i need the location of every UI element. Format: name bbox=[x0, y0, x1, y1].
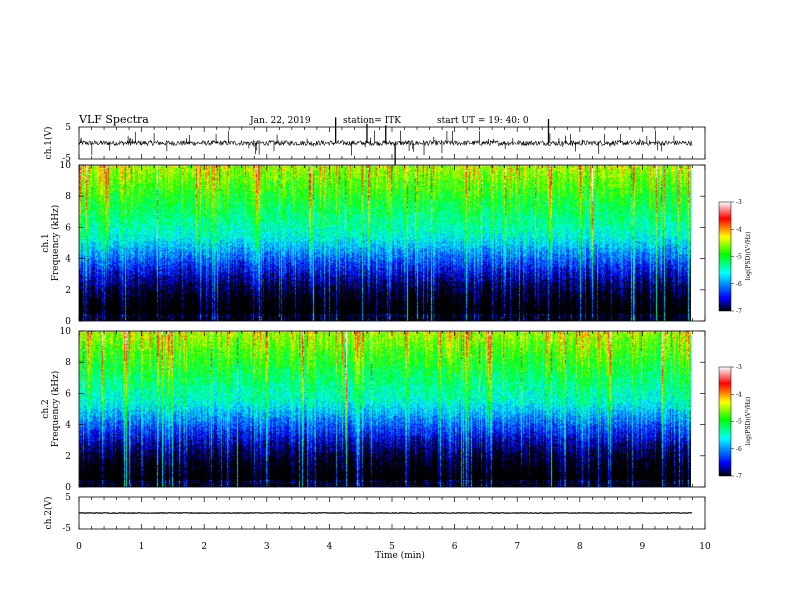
frequency-tick-label: 10 bbox=[60, 161, 72, 171]
colorbar-tick-label: -4 bbox=[736, 391, 742, 398]
start-time-label: start UT = 19: 40: 0 bbox=[437, 116, 529, 126]
ch1-waveform-spikes bbox=[80, 117, 675, 172]
ch1-waveform-ylabel: ch.1(V) bbox=[43, 127, 54, 160]
x-tick-label: 8 bbox=[577, 542, 583, 552]
frequency-tick-label: 8 bbox=[65, 192, 71, 202]
colorbar-tick-label: -6 bbox=[736, 281, 742, 288]
colorbar-tick-label: -3 bbox=[736, 199, 742, 206]
x-tick-label: 2 bbox=[201, 542, 207, 552]
x-tick-label: 1 bbox=[139, 542, 145, 552]
colorbar-tick-label: -5 bbox=[736, 419, 742, 426]
frequency-tick-label: 0 bbox=[65, 483, 71, 493]
ch1-spectrogram-label: ch.1 bbox=[41, 233, 51, 252]
ch2-waveform-panel: 5 -5 ch.2(V) bbox=[43, 493, 706, 534]
frequency-tick-label: 4 bbox=[65, 421, 71, 431]
frequency-tick-label: 0 bbox=[65, 317, 71, 327]
frequency-tick-label: 10 bbox=[60, 327, 72, 337]
ch1-ytick-top: 5 bbox=[65, 123, 71, 133]
x-tick-label: 0 bbox=[76, 542, 82, 552]
frequency-tick-label: 4 bbox=[65, 255, 71, 265]
colorbar-tick-label: -7 bbox=[736, 473, 742, 480]
ch2-colorbar-gradient bbox=[718, 366, 732, 477]
colorbar-tick-label: -5 bbox=[736, 254, 742, 261]
ch2-spectrogram-heatmap bbox=[79, 331, 691, 487]
ch1-ytick-bottom: -5 bbox=[62, 154, 71, 164]
x-tick-label: 6 bbox=[452, 542, 458, 552]
x-tick-label: 9 bbox=[640, 542, 646, 552]
ch1-colorbar-gradient bbox=[718, 201, 732, 312]
ch2-ytick-bottom: -5 bbox=[62, 524, 71, 534]
colorbar-tick-label: -7 bbox=[736, 308, 742, 315]
colorbar-tick-label: -6 bbox=[736, 446, 742, 453]
frequency-tick-label: 6 bbox=[65, 389, 71, 399]
ch2-colorbar-label: log(PSD)(V²/Hz) bbox=[745, 397, 752, 446]
frequency-tick-label: 6 bbox=[65, 223, 71, 233]
colorbar-tick-label: -3 bbox=[736, 364, 742, 371]
date-label: Jan. 22, 2019 bbox=[249, 116, 311, 126]
ch1-colorbar-label: log(PSD)(V²/Hz) bbox=[745, 232, 752, 281]
ch2-colorbar: -3 -4 -5 -6 -7 log(PSD)(V²/Hz) bbox=[718, 364, 752, 480]
x-tick-label: 4 bbox=[327, 542, 333, 552]
colorbar-tick-label: -4 bbox=[736, 226, 742, 233]
x-tick-label: 7 bbox=[514, 542, 520, 552]
frequency-tick-label: 8 bbox=[65, 358, 71, 368]
ch1-spectrogram-panel: 0 2 4 6 8 10 ch.1 Frequency (kHz) bbox=[41, 161, 706, 327]
x-tick-label: 10 bbox=[699, 542, 711, 552]
x-tick-label: 3 bbox=[264, 542, 270, 552]
ch1-frequency-ylabel: Frequency (kHz) bbox=[50, 205, 61, 282]
ch2-frequency-ylabel: Frequency (kHz) bbox=[50, 371, 61, 448]
x-axis-label: Time (min) bbox=[375, 550, 425, 561]
ch2-ytick-top: 5 bbox=[65, 493, 71, 503]
ch2-waveform-line bbox=[78, 512, 693, 514]
ch2-spectrogram-panel: 0 2 4 6 8 10 ch.2 Frequency (kHz) bbox=[41, 327, 706, 493]
ch1-spectrogram-heatmap bbox=[79, 165, 691, 321]
figure-title: VLF Spectra bbox=[78, 113, 149, 126]
ch2-spectrogram-label: ch.2 bbox=[41, 399, 51, 418]
frequency-tick-label: 2 bbox=[65, 452, 71, 462]
x-axis-tick-labels: 0 1 2 3 4 5 6 7 8 9 10 bbox=[76, 542, 711, 552]
frequency-tick-label: 2 bbox=[65, 286, 71, 296]
x-tick-label: 5 bbox=[389, 542, 395, 552]
station-label: station= ITK bbox=[343, 116, 401, 126]
ch1-waveform-panel: 5 -5 ch.1(V) bbox=[43, 117, 706, 172]
ch2-waveform-ylabel: ch.2(V) bbox=[43, 497, 54, 530]
ch1-colorbar: -3 -4 -5 -6 -7 log(PSD)(V²/Hz) bbox=[718, 199, 752, 315]
